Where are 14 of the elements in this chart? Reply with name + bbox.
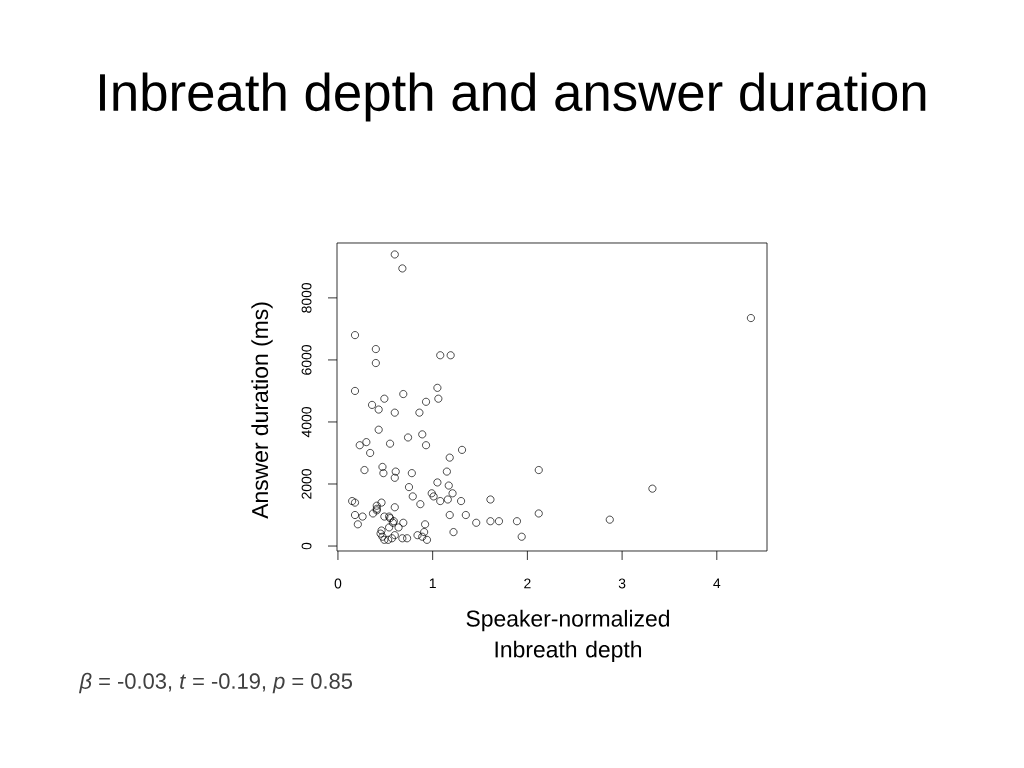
x-tick-label: 1 — [429, 578, 436, 589]
y-tick-label: 0 — [301, 542, 312, 550]
x-tick-label: 4 — [713, 578, 721, 589]
y-tick-label: 2000 — [301, 469, 312, 499]
y-tick-label: 6000 — [301, 344, 312, 375]
chart-title: Inbreath depth and answer duration — [100, 72, 926, 122]
x-tick-label: 0 — [334, 578, 342, 589]
text: β = -0.03, t = -0.19, p = 0.85 — [78, 672, 352, 694]
x-axis-title: Speaker-normalized Inbreath depth — [466, 609, 670, 663]
x-tick-label: 3 — [618, 578, 626, 589]
y-tick-label: 4000 — [301, 406, 312, 438]
x-tick-label: 2 — [524, 578, 531, 589]
y-tick-label: 8000 — [301, 282, 312, 313]
y-axis-title: Answer duration (ms) — [251, 302, 273, 519]
